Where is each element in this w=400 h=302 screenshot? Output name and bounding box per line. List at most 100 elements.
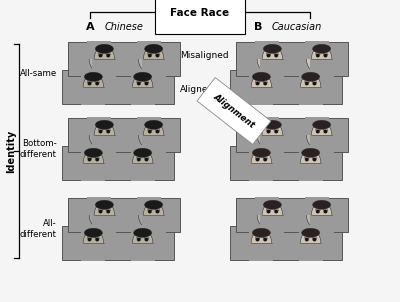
- Circle shape: [317, 55, 319, 57]
- Ellipse shape: [306, 202, 327, 228]
- Ellipse shape: [137, 239, 141, 241]
- Ellipse shape: [132, 230, 153, 256]
- Bar: [305, 197, 329, 215]
- Ellipse shape: [251, 150, 272, 176]
- Ellipse shape: [132, 150, 153, 176]
- Bar: [131, 87, 155, 105]
- Ellipse shape: [267, 210, 270, 213]
- Bar: [92, 215, 116, 233]
- Ellipse shape: [148, 210, 152, 213]
- Ellipse shape: [94, 46, 114, 72]
- Text: A: A: [86, 22, 94, 32]
- Ellipse shape: [95, 120, 113, 129]
- Ellipse shape: [306, 122, 327, 148]
- Bar: [305, 117, 329, 135]
- Ellipse shape: [262, 46, 282, 72]
- Ellipse shape: [305, 159, 309, 161]
- Bar: [249, 243, 273, 261]
- Ellipse shape: [94, 202, 114, 228]
- Circle shape: [275, 210, 277, 213]
- Bar: [260, 59, 284, 77]
- Ellipse shape: [83, 230, 104, 256]
- Circle shape: [317, 210, 319, 213]
- Ellipse shape: [95, 44, 113, 53]
- Ellipse shape: [156, 130, 159, 133]
- Ellipse shape: [145, 82, 148, 85]
- Ellipse shape: [156, 210, 159, 213]
- Ellipse shape: [148, 130, 152, 133]
- Ellipse shape: [313, 82, 316, 85]
- Text: Identity: Identity: [6, 129, 16, 173]
- Bar: [260, 135, 284, 153]
- Bar: [299, 243, 323, 261]
- FancyBboxPatch shape: [236, 118, 348, 152]
- Ellipse shape: [302, 228, 320, 237]
- Circle shape: [306, 239, 308, 241]
- Bar: [81, 87, 105, 105]
- Ellipse shape: [312, 46, 332, 72]
- Ellipse shape: [274, 54, 278, 57]
- Ellipse shape: [137, 82, 141, 85]
- Circle shape: [275, 55, 277, 57]
- Bar: [249, 163, 273, 181]
- Ellipse shape: [256, 239, 259, 241]
- Ellipse shape: [300, 74, 321, 100]
- Circle shape: [256, 82, 259, 85]
- Ellipse shape: [106, 130, 110, 133]
- Bar: [260, 215, 284, 233]
- Ellipse shape: [305, 82, 309, 85]
- Bar: [142, 135, 166, 153]
- Circle shape: [268, 55, 270, 57]
- FancyBboxPatch shape: [62, 146, 174, 180]
- Ellipse shape: [263, 239, 267, 241]
- Circle shape: [156, 130, 158, 133]
- Circle shape: [324, 210, 326, 213]
- Ellipse shape: [262, 202, 282, 228]
- Ellipse shape: [274, 130, 278, 133]
- Circle shape: [138, 239, 140, 241]
- Ellipse shape: [145, 44, 163, 53]
- Bar: [131, 69, 155, 87]
- Circle shape: [149, 55, 151, 57]
- Ellipse shape: [83, 230, 104, 256]
- Ellipse shape: [300, 230, 321, 256]
- Bar: [137, 197, 161, 215]
- FancyBboxPatch shape: [68, 118, 180, 152]
- Bar: [137, 41, 161, 59]
- Circle shape: [107, 210, 109, 213]
- Ellipse shape: [84, 228, 102, 237]
- Bar: [142, 59, 166, 77]
- Ellipse shape: [145, 159, 148, 161]
- Ellipse shape: [316, 54, 320, 57]
- Bar: [255, 117, 279, 135]
- Ellipse shape: [132, 150, 153, 176]
- Circle shape: [145, 159, 148, 161]
- Ellipse shape: [252, 228, 270, 237]
- Circle shape: [317, 130, 319, 133]
- Ellipse shape: [300, 230, 321, 256]
- FancyBboxPatch shape: [68, 198, 180, 232]
- Ellipse shape: [99, 210, 102, 213]
- Circle shape: [138, 159, 140, 161]
- Circle shape: [100, 55, 102, 57]
- Ellipse shape: [251, 230, 272, 256]
- Ellipse shape: [84, 72, 102, 81]
- FancyBboxPatch shape: [62, 70, 174, 104]
- Ellipse shape: [156, 54, 159, 57]
- Ellipse shape: [251, 230, 272, 256]
- Ellipse shape: [137, 159, 141, 161]
- Ellipse shape: [313, 44, 331, 53]
- Text: Chinese: Chinese: [105, 22, 144, 32]
- Ellipse shape: [144, 122, 164, 148]
- Bar: [131, 225, 155, 243]
- Ellipse shape: [134, 72, 152, 81]
- Ellipse shape: [83, 74, 104, 100]
- Ellipse shape: [316, 210, 320, 213]
- Ellipse shape: [132, 230, 153, 256]
- Ellipse shape: [263, 44, 281, 53]
- Bar: [299, 69, 323, 87]
- Ellipse shape: [313, 120, 331, 129]
- Ellipse shape: [252, 72, 270, 81]
- Bar: [249, 87, 273, 105]
- Ellipse shape: [324, 210, 327, 213]
